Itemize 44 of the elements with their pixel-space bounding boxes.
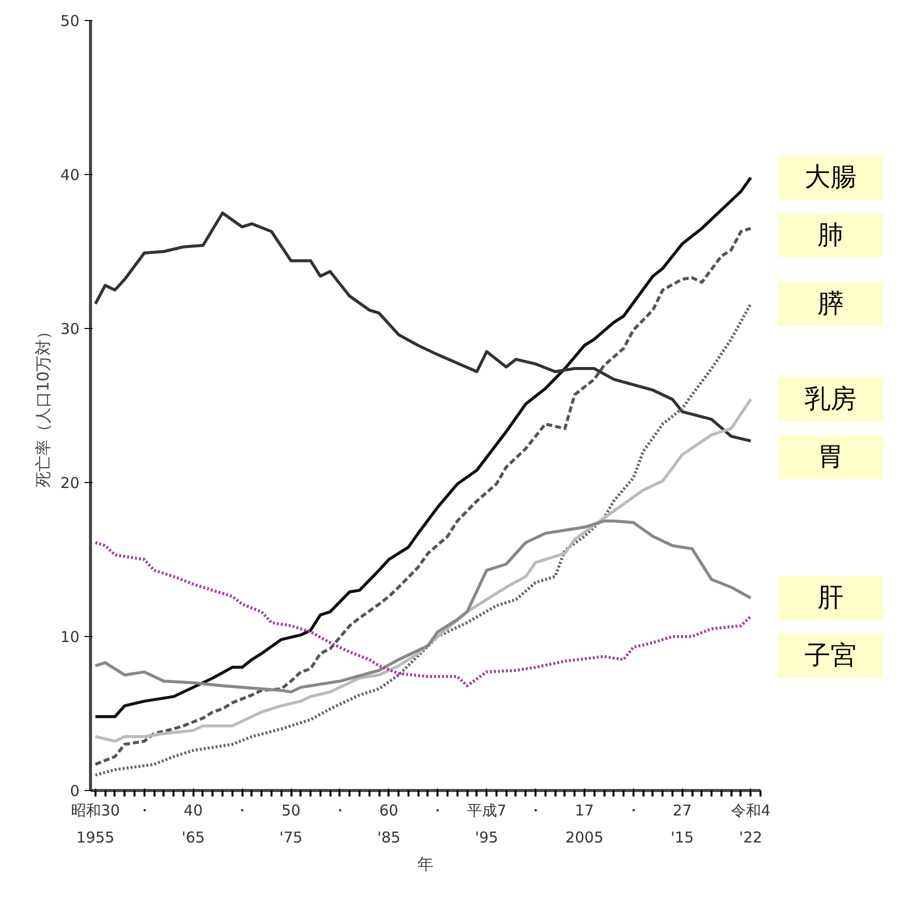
- text: 昭和30: [70, 802, 120, 820]
- x-tick-label: '75: [279, 828, 303, 846]
- line-series: [94, 176, 752, 718]
- text: 胃: [818, 442, 844, 472]
- text: 50: [281, 802, 301, 820]
- y-tick-label: 30: [60, 320, 80, 338]
- y-axis-title: 死亡率（人口10万対）: [33, 323, 52, 488]
- text: 大腸: [804, 162, 856, 193]
- y-tick-label: 20: [60, 474, 80, 492]
- x-tick-label: '22: [739, 828, 762, 846]
- text: ・: [234, 802, 250, 820]
- line-series: [94, 226, 752, 766]
- x-tick-label: '95: [475, 828, 498, 846]
- text: 令和4: [730, 802, 770, 820]
- text: ・: [430, 802, 446, 820]
- line-series: [94, 520, 752, 694]
- y-tick-label: 40: [60, 166, 80, 184]
- text: ・: [332, 802, 348, 820]
- line-series: [94, 541, 752, 688]
- line-series: [94, 302, 752, 777]
- text: ・: [136, 802, 152, 820]
- x-tick-label: '85: [377, 828, 400, 846]
- text: ・: [528, 802, 544, 820]
- line-series: [94, 212, 752, 442]
- line-series: [94, 398, 752, 743]
- text: 乳房: [804, 384, 856, 414]
- text: 膵: [818, 288, 844, 319]
- text: ・: [626, 802, 641, 820]
- y-tick-label: 10: [60, 628, 80, 646]
- text: 17: [574, 802, 594, 820]
- text: 40: [184, 802, 203, 820]
- text: 27: [672, 802, 692, 820]
- x-tick-label: '15: [670, 828, 694, 846]
- x-tick-label: 1955: [76, 828, 114, 846]
- y-tick-label: 50: [60, 12, 80, 30]
- y-tick-label: 0: [70, 782, 80, 800]
- text: 60: [379, 802, 398, 820]
- text: 肝: [818, 583, 844, 613]
- text: 肺: [818, 220, 844, 250]
- text: 平成7: [466, 802, 506, 820]
- x-tick-label: '65: [182, 828, 205, 846]
- text: 子宮: [804, 640, 856, 671]
- x-axis-title: 年: [418, 854, 434, 874]
- x-tick-label: 2005: [565, 828, 604, 846]
